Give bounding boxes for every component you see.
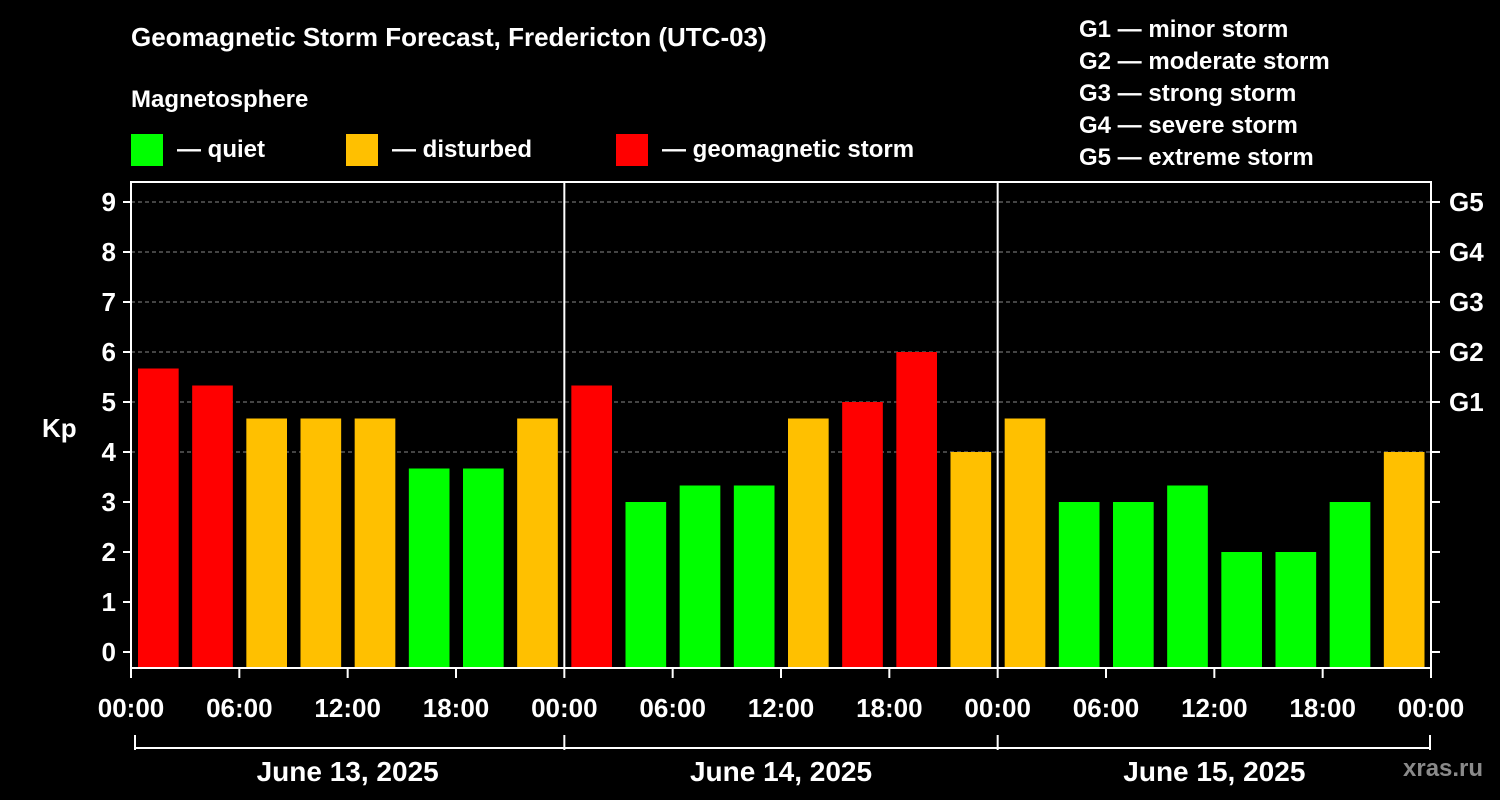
kp-bar (408, 468, 450, 668)
x-tick-label: 18:00 (1289, 693, 1356, 723)
kp-bar (1383, 452, 1425, 668)
y-tick-label: 0 (102, 637, 116, 667)
kp-bar (463, 468, 504, 668)
x-tick-label: 12:00 (748, 693, 815, 723)
g-scale-item: G4 — severe storm (1079, 112, 1298, 139)
kp-bar (571, 385, 612, 668)
y-tick-label: 7 (102, 287, 116, 317)
disturbed-swatch (346, 134, 378, 166)
kp-bar (842, 402, 883, 668)
x-tick-label: 00:00 (964, 693, 1031, 723)
y-tick-label: 4 (102, 437, 117, 467)
legend-quiet: — quiet (131, 133, 265, 167)
legend-disturbed-label: — disturbed (392, 136, 533, 163)
x-tick-label: 18:00 (423, 693, 490, 723)
watermark: xras.ru (1403, 755, 1484, 782)
day-label: June 15, 2025 (1123, 756, 1305, 787)
kp-bar (733, 485, 775, 668)
kp-bar (788, 418, 829, 668)
kp-bar (354, 418, 396, 668)
x-tick-label: 00:00 (531, 693, 598, 723)
y-tick-label: 8 (102, 237, 116, 267)
y-tick-label: 1 (102, 587, 116, 617)
day-label: June 13, 2025 (257, 756, 439, 787)
x-tick-label: 00:00 (98, 693, 165, 723)
kp-bar (300, 418, 342, 668)
y-tick-label: 3 (102, 487, 116, 517)
storm-swatch (616, 134, 648, 166)
kp-bar (1167, 485, 1208, 668)
x-tick-label: 06:00 (206, 693, 273, 723)
y-tick-label: 9 (102, 187, 116, 217)
g-scale-item: G1 — minor storm (1079, 16, 1289, 43)
g-scale-tick-label: G5 (1449, 187, 1484, 217)
kp-bar (1221, 552, 1262, 668)
g-scale-tick-label: G4 (1449, 237, 1484, 267)
kp-bar (246, 418, 287, 668)
g-scale-tick-label: G2 (1449, 337, 1484, 367)
legend-storm: — geomagnetic storm (616, 133, 914, 167)
magnetosphere-label: Magnetosphere (131, 86, 309, 113)
kp-bar (679, 485, 721, 668)
kp-bar (1329, 502, 1371, 668)
day-label: June 14, 2025 (690, 756, 872, 787)
y-tick-label: 6 (102, 337, 116, 367)
x-tick-label: 00:00 (1398, 693, 1465, 723)
g-scale-tick-label: G1 (1449, 387, 1484, 417)
kp-bar (517, 418, 558, 668)
quiet-swatch (131, 134, 163, 166)
y-tick-label: 2 (102, 537, 116, 567)
g-scale-item: G2 — moderate storm (1079, 48, 1330, 75)
y-tick-label: 5 (102, 387, 116, 417)
kp-bar (192, 385, 233, 668)
x-tick-label: 06:00 (1073, 693, 1140, 723)
chart-title: Geomagnetic Storm Forecast, Fredericton … (131, 22, 767, 52)
g-scale-item: G3 — strong storm (1079, 80, 1297, 107)
kp-bar (1113, 502, 1154, 668)
y-axis-label: Kp (42, 413, 77, 443)
legend-disturbed: — disturbed (346, 133, 532, 167)
x-tick-label: 12:00 (314, 693, 381, 723)
kp-bar (1004, 418, 1046, 668)
kp-bar (896, 352, 937, 668)
kp-bar (1058, 502, 1100, 668)
legend-quiet-label: — quiet (177, 136, 265, 163)
g-scale-tick-label: G3 (1449, 287, 1484, 317)
x-tick-label: 06:00 (639, 693, 706, 723)
g-scale-item: G5 — extreme storm (1079, 144, 1314, 171)
legend-storm-label: — geomagnetic storm (662, 136, 915, 163)
x-tick-label: 18:00 (856, 693, 923, 723)
kp-bar (625, 502, 667, 668)
kp-bar (138, 368, 179, 668)
g-scale-legend: G1 — minor storm G2 — moderate storm G3 … (1079, 14, 1330, 174)
kp-bar (950, 452, 992, 668)
x-tick-label: 12:00 (1181, 693, 1248, 723)
kp-bar (1275, 552, 1317, 668)
